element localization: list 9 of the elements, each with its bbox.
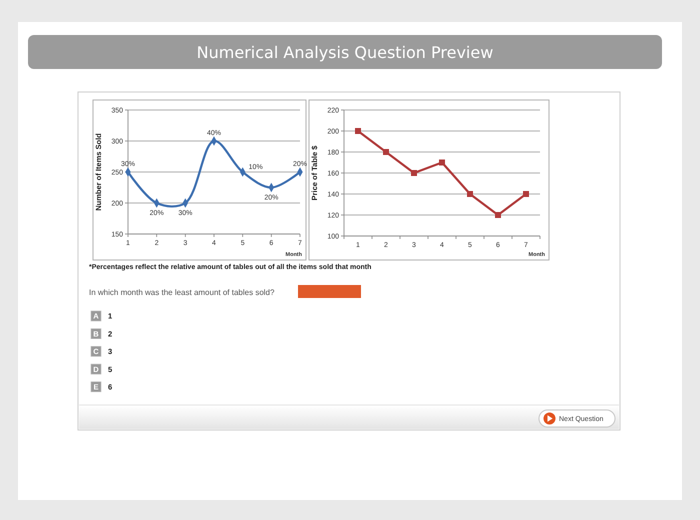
point — [383, 149, 389, 155]
point — [495, 212, 501, 218]
point — [439, 160, 445, 166]
point — [411, 170, 417, 176]
point — [355, 128, 361, 134]
point — [467, 191, 473, 197]
point — [523, 191, 529, 197]
text: Numerical Analysis Question Preview — [196, 43, 494, 62]
text: In which month was the least amount of tables sold? — [89, 288, 275, 297]
